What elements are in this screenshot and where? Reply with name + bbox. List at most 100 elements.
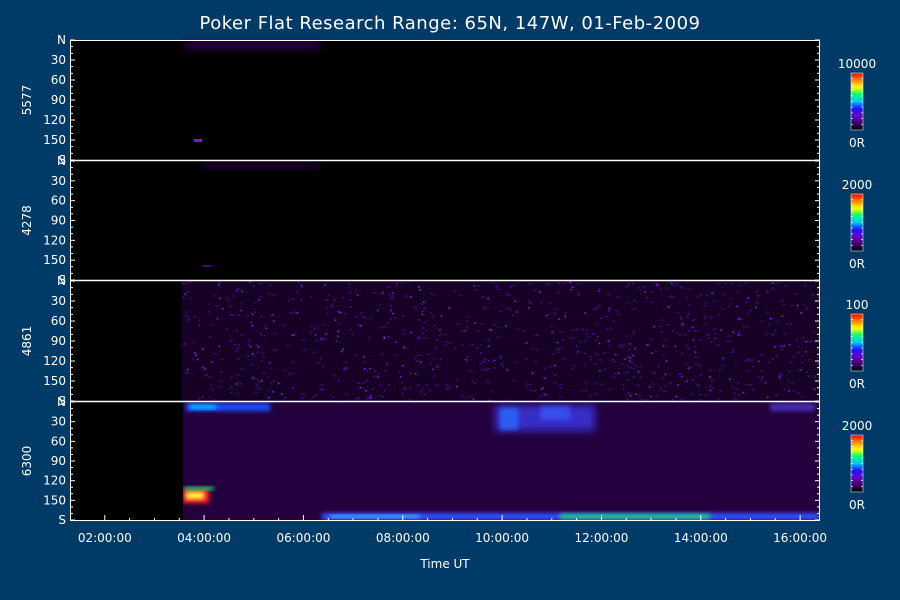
speckle <box>687 313 690 315</box>
speckle <box>357 294 359 296</box>
speckle <box>588 336 590 338</box>
speckle <box>553 312 555 315</box>
y-tick-label: 120 <box>43 113 66 127</box>
speckle <box>325 299 328 301</box>
speckle <box>187 290 189 293</box>
speckle <box>388 294 390 296</box>
speckle <box>627 356 629 358</box>
speckle <box>705 394 707 396</box>
speckle <box>564 312 566 314</box>
speckle <box>540 302 542 304</box>
y-tick-label: 30 <box>51 415 66 429</box>
speckle <box>805 351 807 353</box>
speckle <box>400 382 403 384</box>
speckle <box>423 393 426 396</box>
speckle <box>337 330 339 333</box>
speckle <box>364 368 366 370</box>
speckle <box>430 292 433 295</box>
4278-top-glow <box>200 163 320 169</box>
speckle <box>595 339 597 342</box>
y-tick-label: 90 <box>51 214 66 228</box>
speckle <box>717 344 720 346</box>
speckle <box>391 312 394 315</box>
speckle <box>208 375 211 378</box>
speckle <box>300 392 303 395</box>
chart-title: Poker Flat Research Range: 65N, 147W, 01… <box>200 13 701 34</box>
speckle <box>576 328 578 331</box>
y-tick-label: N <box>57 395 66 409</box>
speckle <box>479 352 482 354</box>
y-tick-label: 30 <box>51 294 66 308</box>
speckle <box>540 388 543 391</box>
late-north-glow <box>770 403 815 411</box>
speckle <box>444 333 447 336</box>
speckle <box>710 341 712 343</box>
speckle <box>234 344 236 346</box>
speckle <box>357 382 360 384</box>
speckle <box>789 322 791 325</box>
speckle <box>343 367 345 369</box>
speckle <box>295 291 298 293</box>
speckle <box>320 357 322 359</box>
speckle <box>272 320 275 322</box>
speckle <box>808 375 810 377</box>
speckle <box>337 311 340 313</box>
speckle <box>303 394 305 396</box>
speckle <box>240 334 243 336</box>
speckle <box>232 314 234 316</box>
speckle <box>694 330 696 332</box>
speckle <box>270 367 273 369</box>
speckle <box>235 349 238 352</box>
y-tick-label: 150 <box>43 133 66 147</box>
speckle <box>790 361 792 364</box>
speckle <box>717 398 720 401</box>
speckle <box>315 394 317 396</box>
speckle <box>667 324 669 326</box>
speckle <box>719 390 722 393</box>
speckle <box>772 333 774 335</box>
speckle <box>194 352 196 354</box>
speckle <box>201 396 204 398</box>
speckle <box>678 373 680 375</box>
speckle <box>739 333 742 336</box>
speckle <box>699 393 701 396</box>
speckle <box>473 285 475 287</box>
speckle <box>516 311 518 313</box>
speckle <box>258 381 260 383</box>
speckle <box>211 388 213 391</box>
speckle <box>366 370 369 372</box>
speckle <box>422 310 424 312</box>
speckle <box>728 378 731 380</box>
speckle <box>756 301 758 304</box>
speckle <box>595 392 597 395</box>
speckle <box>706 294 708 297</box>
speckle <box>309 331 311 334</box>
speckle <box>689 366 692 368</box>
speckle <box>640 365 642 368</box>
speckle <box>768 323 771 326</box>
speckle <box>213 399 215 401</box>
speckle <box>796 304 799 307</box>
speckle <box>230 376 233 379</box>
speckle <box>271 391 274 393</box>
speckle <box>597 336 599 338</box>
speckle <box>690 393 693 395</box>
speckle <box>490 390 493 393</box>
speckle <box>496 336 499 339</box>
speckle <box>528 283 531 285</box>
speckle <box>448 307 450 309</box>
speckle <box>781 345 783 348</box>
speckle <box>423 307 425 310</box>
speckle <box>617 372 620 374</box>
speckle <box>543 377 546 379</box>
speckle <box>399 375 402 378</box>
speckle <box>373 375 375 378</box>
speckle <box>260 316 262 318</box>
speckle <box>517 327 519 330</box>
speckle <box>685 297 688 299</box>
speckle <box>360 312 363 314</box>
speckle <box>779 345 781 347</box>
speckle <box>581 328 584 330</box>
speckle <box>609 344 611 347</box>
speckle <box>240 367 243 370</box>
